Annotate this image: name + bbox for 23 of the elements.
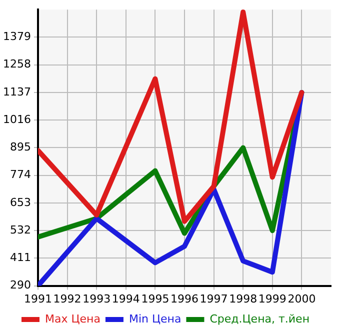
y-tick-label: 1016 [2, 112, 31, 126]
x-tick-label: 1995 [141, 292, 170, 306]
x-tick-label: 1993 [82, 292, 111, 306]
x-tick-label: 1996 [170, 292, 198, 306]
legend-label: Max Цена [44, 312, 100, 326]
y-tick-label: 290 [10, 278, 31, 292]
y-tick-label: 1258 [2, 58, 31, 71]
y-tick-label: 774 [10, 168, 31, 182]
x-tick-label: 1999 [258, 292, 286, 306]
x-tick-label: 2000 [288, 292, 316, 306]
legend-label: Min Цена [128, 312, 182, 326]
y-tick-label: 532 [10, 223, 31, 236]
x-tick-label: 1998 [229, 292, 258, 306]
y-tick-label: 411 [10, 251, 31, 264]
y-tick-label: 1379 [2, 30, 31, 44]
x-tick-label: 1994 [112, 292, 140, 306]
x-tick-label: 1997 [200, 292, 228, 306]
legend-label: Сред.Цена, т.йен [210, 312, 310, 326]
x-tick-label: 1992 [53, 292, 82, 306]
x-tick-label: 1991 [24, 292, 52, 306]
y-tick-label: 1137 [2, 85, 31, 98]
y-tick-label: 653 [10, 196, 31, 209]
y-tick-label: 895 [10, 140, 31, 154]
